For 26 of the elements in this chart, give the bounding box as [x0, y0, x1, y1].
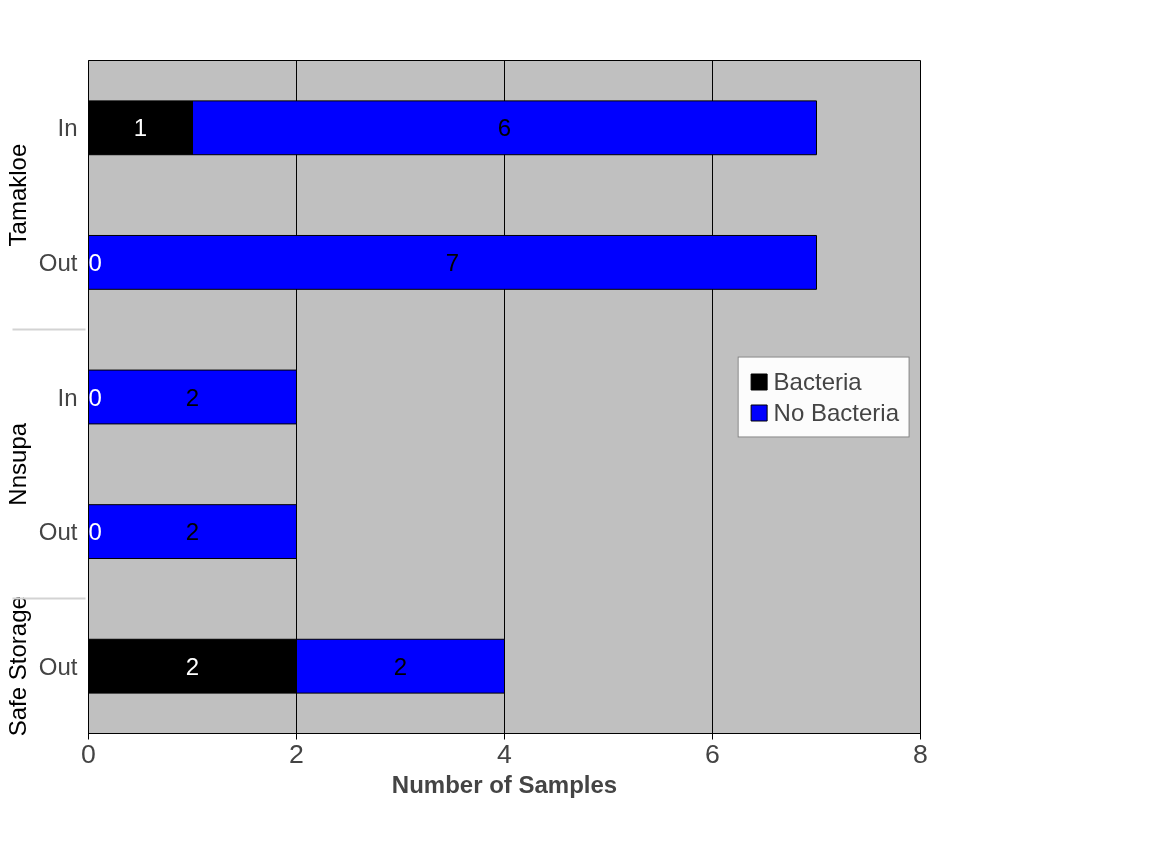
x-tick-label: 2	[289, 738, 304, 769]
data-label: 2	[185, 518, 200, 546]
text: Safe Storage	[3, 596, 31, 737]
data-label: 6	[497, 114, 512, 142]
data-label: 2	[185, 383, 200, 411]
data-label: 7	[445, 248, 460, 276]
x-tick-label: 6	[705, 738, 720, 769]
data-label: 2	[393, 652, 408, 680]
y-tick-label: Out	[38, 248, 78, 276]
data-label: 0	[88, 383, 102, 411]
x-tick-label: 8	[913, 738, 928, 769]
y-tick-label: In	[57, 383, 78, 411]
data-label: 0	[88, 248, 102, 276]
y-tick-label: In	[57, 114, 78, 142]
y-tick-label: Out	[38, 518, 78, 546]
y-tick-label: Out	[38, 652, 78, 680]
text: Nnsupa	[3, 422, 31, 506]
x-tick-label: 4	[497, 738, 513, 769]
legend-label: No Bacteria	[773, 398, 899, 426]
data-label: 0	[88, 518, 102, 546]
legend-label: Bacteria	[773, 367, 862, 395]
x-axis-title: Number of Samples	[391, 770, 618, 798]
data-label: 2	[185, 652, 200, 680]
x-tick-label: 0	[81, 738, 96, 769]
text: Tamakloe	[3, 143, 31, 247]
data-label: 1	[133, 114, 148, 142]
